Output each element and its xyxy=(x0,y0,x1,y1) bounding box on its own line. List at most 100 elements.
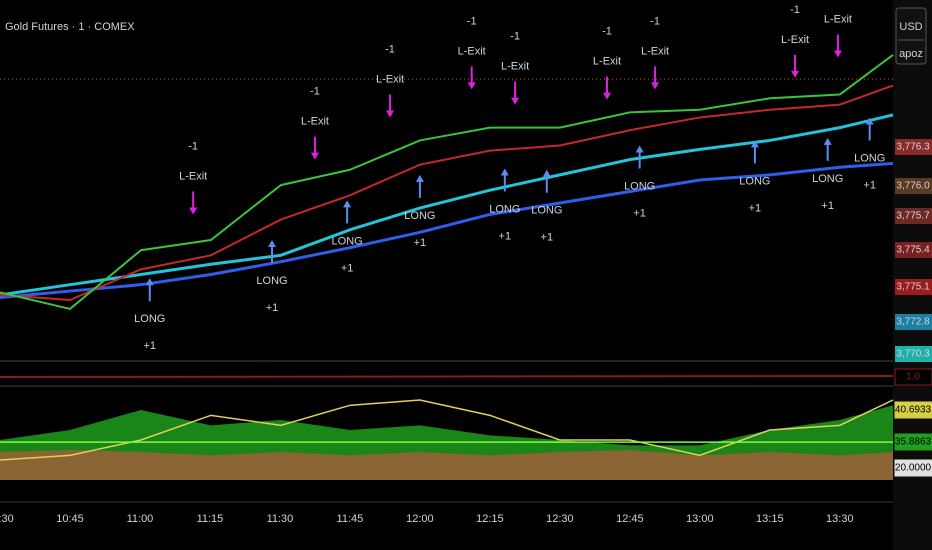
axis-label: 35.8863 xyxy=(895,437,932,448)
long-label: LONG xyxy=(624,180,655,192)
exit-qty: -1 xyxy=(602,25,612,37)
long-qty: +1 xyxy=(143,340,156,352)
currency: USD xyxy=(899,21,922,33)
exit-arrow xyxy=(651,66,660,90)
price-label: 3,776.3 xyxy=(896,142,930,153)
price-label: 3,775.4 xyxy=(896,245,930,256)
exit-arrow xyxy=(189,191,198,215)
price-label-box xyxy=(895,314,932,330)
exit-label: L-Exit xyxy=(824,13,852,25)
long-label: LONG xyxy=(134,313,165,325)
long-arrow xyxy=(823,137,832,161)
exit-arrow xyxy=(386,94,395,118)
price-label-box xyxy=(895,242,932,258)
long-arrow xyxy=(635,145,644,169)
exit-label: L-Exit xyxy=(301,115,329,127)
symbol-title: Gold Futures · 1 · COMEX xyxy=(5,21,135,33)
long-label: LONG xyxy=(739,175,770,187)
indicator-line xyxy=(0,375,894,378)
ema-line xyxy=(0,54,894,311)
price-label: 3,775.1 xyxy=(896,282,930,293)
long-arrow xyxy=(145,278,154,302)
x-tick-label: 12:00 xyxy=(406,513,434,525)
axis-label-box xyxy=(894,368,932,386)
x-tick-label: 11:45 xyxy=(337,513,364,525)
long-arrow xyxy=(542,169,551,193)
long-label: LONG xyxy=(489,203,520,215)
exit-label: L-Exit xyxy=(501,61,529,73)
long-qty: +1 xyxy=(499,230,512,242)
price-label-box xyxy=(895,178,932,194)
exit-label: L-Exit xyxy=(376,73,404,85)
long-qty: +1 xyxy=(414,237,427,249)
exit-arrow xyxy=(791,54,800,78)
exit-arrow xyxy=(511,81,520,105)
long-arrow xyxy=(750,140,759,164)
long-label: LONG xyxy=(812,173,843,185)
ema-line xyxy=(0,161,894,299)
indicator-area xyxy=(0,450,893,480)
exit-label: L-Exit xyxy=(781,34,809,46)
axis-label: 40.6933 xyxy=(895,405,932,416)
x-tick-label: 12:30 xyxy=(546,513,574,525)
long-qty: +1 xyxy=(541,232,554,244)
price-label-box xyxy=(895,279,932,295)
ema-line xyxy=(0,113,894,297)
price-label: 3,776.0 xyxy=(896,181,930,192)
long-qty: +1 xyxy=(821,200,834,212)
x-tick-label: 11:30 xyxy=(267,513,294,525)
x-tick-label: 12:45 xyxy=(616,513,644,525)
x-tick-label: 11:00 xyxy=(127,513,154,525)
ema-line xyxy=(0,84,894,302)
indicator-line xyxy=(0,399,894,461)
long-qty: +1 xyxy=(749,202,762,214)
price-label: 3,772.8 xyxy=(896,317,930,328)
x-tick-label: 13:15 xyxy=(756,513,784,525)
x-tick-label: 13:00 xyxy=(686,513,714,525)
account: apoz xyxy=(899,48,923,60)
long-qty: +1 xyxy=(633,207,646,219)
price-label-box xyxy=(895,346,932,362)
long-label: LONG xyxy=(531,205,562,217)
x-tick-label: 12:15 xyxy=(476,513,504,525)
price-label-box xyxy=(895,139,932,155)
long-qty: +1 xyxy=(266,302,279,314)
exit-qty: -1 xyxy=(467,15,477,27)
long-label: LONG xyxy=(256,275,287,287)
axis-label-box xyxy=(894,459,932,477)
exit-arrow xyxy=(467,66,476,90)
exit-qty: -1 xyxy=(188,140,198,152)
long-label: LONG xyxy=(332,235,363,247)
exit-qty: -1 xyxy=(510,31,520,43)
axis-label: 1.0 xyxy=(906,372,920,383)
x-tick-label: 11:15 xyxy=(197,513,224,525)
price-label: 3,770.3 xyxy=(896,349,930,360)
long-arrow xyxy=(865,117,874,141)
exit-label: L-Exit xyxy=(179,170,207,182)
x-tick-label: 10:45 xyxy=(56,513,84,525)
long-arrow xyxy=(500,168,509,192)
long-qty: +1 xyxy=(341,262,354,274)
axis-label-box xyxy=(894,433,932,451)
long-qty: +1 xyxy=(863,179,876,191)
currency-box[interactable] xyxy=(895,7,927,65)
exit-qty: -1 xyxy=(650,15,660,27)
long-arrow xyxy=(415,174,424,198)
exit-qty: -1 xyxy=(385,43,395,55)
exit-label: L-Exit xyxy=(641,45,669,57)
long-label: LONG xyxy=(404,210,435,222)
long-arrow xyxy=(268,240,277,263)
exit-qty: -1 xyxy=(790,4,800,16)
exit-arrow xyxy=(833,34,842,58)
exit-arrow xyxy=(602,76,611,100)
axis-label: 20.0000 xyxy=(895,463,932,474)
price-axis xyxy=(893,0,932,550)
exit-label: L-Exit xyxy=(593,55,621,67)
long-arrow xyxy=(343,200,352,224)
price-label: 3,775.7 xyxy=(896,211,930,222)
exit-qty: -1 xyxy=(310,85,320,97)
long-label: LONG xyxy=(854,152,885,164)
price-label-box xyxy=(895,208,932,224)
x-tick-label: 13:30 xyxy=(826,513,854,525)
